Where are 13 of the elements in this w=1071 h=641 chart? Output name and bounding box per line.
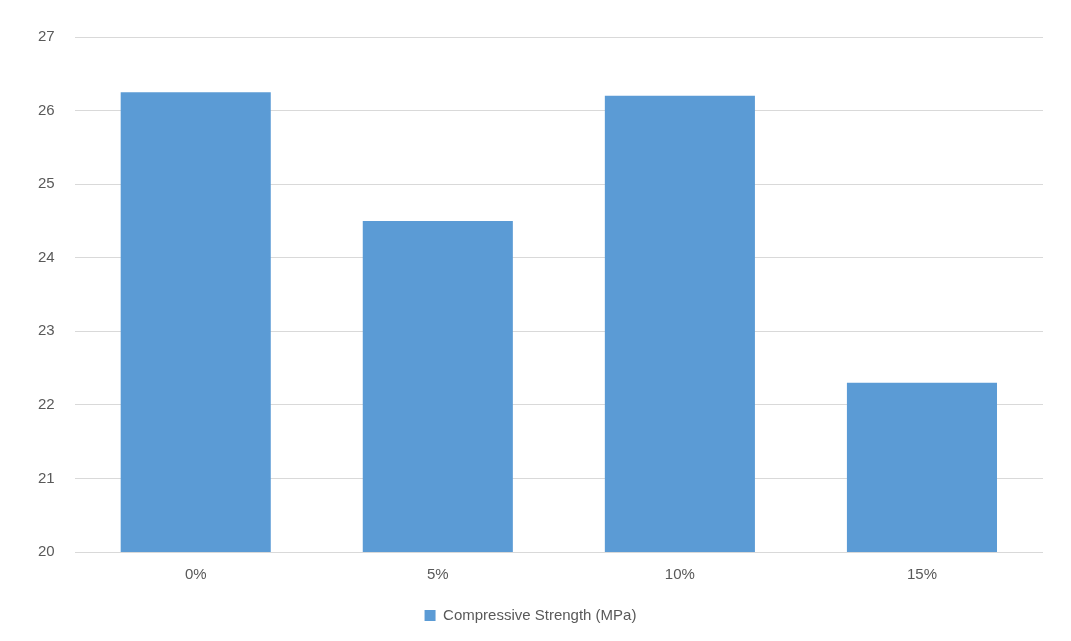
y-tick-label: 24 <box>38 247 55 265</box>
y-tick-label: 25 <box>38 174 55 192</box>
x-tick-label: 15% <box>906 565 937 583</box>
y-tick-label: 23 <box>38 321 55 339</box>
x-tick-label: 10% <box>664 565 695 583</box>
y-tick-label: 27 <box>38 27 55 45</box>
x-tick-label: 5% <box>426 565 449 583</box>
legend-label: Compressive Strength (MPa) <box>443 605 637 623</box>
y-tick-label: 22 <box>38 395 55 412</box>
y-tick-label: 21 <box>38 468 55 486</box>
y-tick-label: 26 <box>38 100 55 118</box>
y-tick-label: 20 <box>38 542 55 560</box>
x-tick-label: 0% <box>184 565 207 583</box>
